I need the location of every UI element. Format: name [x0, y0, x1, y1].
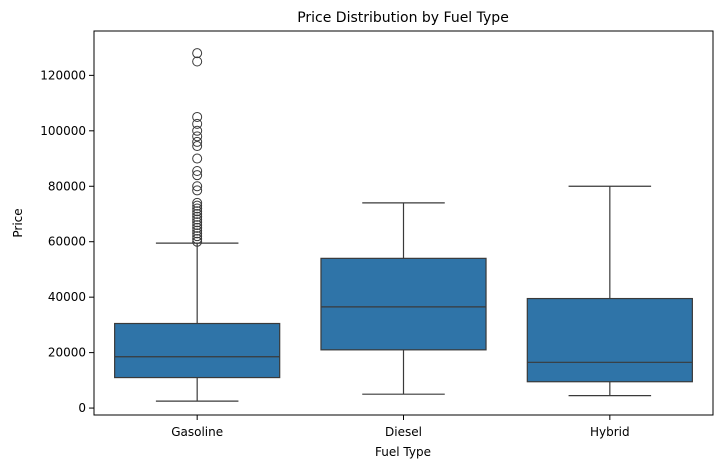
- outlier-point: [192, 185, 203, 196]
- plot-area: [114, 48, 693, 402]
- outlier-point: [192, 141, 203, 152]
- outlier-point: [192, 214, 203, 225]
- y-tick-label: 0: [78, 401, 86, 415]
- x-axis: Gasoline Diesel Hybrid: [171, 415, 630, 439]
- outlier-point: [192, 211, 203, 222]
- outlier-point: [192, 228, 203, 239]
- box: [320, 257, 487, 351]
- x-tick-label: Diesel: [385, 425, 422, 439]
- x-tick-label: Hybrid: [590, 425, 630, 439]
- outlier-point: [192, 111, 203, 122]
- outlier-point: [192, 225, 203, 236]
- box-group-hybrid: [526, 185, 693, 397]
- outlier-point: [192, 217, 203, 228]
- outlier-point: [192, 56, 203, 67]
- outlier-point: [192, 231, 203, 242]
- chart-title: Price Distribution by Fuel Type: [297, 10, 509, 26]
- y-tick-label: 20000: [48, 346, 86, 360]
- outlier-point: [192, 208, 203, 219]
- outlier-point: [192, 197, 203, 208]
- y-tick-label: 120000: [40, 68, 86, 82]
- outlier-point: [192, 48, 203, 59]
- outlier-point: [192, 170, 203, 181]
- x-axis-label: Fuel Type: [375, 445, 431, 459]
- box-group-gasoline: [114, 48, 281, 402]
- outlier-point: [192, 236, 203, 247]
- outlier-point: [192, 206, 203, 217]
- outlier-point: [192, 233, 203, 244]
- outlier-point: [192, 181, 203, 192]
- outlier-point: [192, 200, 203, 211]
- box-group-diesel: [320, 202, 487, 395]
- box: [526, 297, 693, 383]
- y-tick-label: 100000: [40, 124, 86, 138]
- outlier-point: [192, 166, 203, 177]
- outlier-point: [192, 203, 203, 214]
- y-axis: 0 20000 40000 60000 80000 100000 120000: [40, 68, 94, 415]
- outlier-point: [192, 131, 203, 142]
- y-tick-label: 40000: [48, 290, 86, 304]
- outlier-point: [192, 118, 203, 129]
- y-tick-label: 60000: [48, 235, 86, 249]
- outlier-point: [192, 153, 203, 164]
- box: [114, 322, 281, 379]
- outlier-point: [192, 136, 203, 147]
- x-tick-label: Gasoline: [171, 425, 223, 439]
- outlier-point: [192, 220, 203, 231]
- outlier-point: [192, 125, 203, 136]
- y-tick-label: 80000: [48, 179, 86, 193]
- outlier-point: [192, 222, 203, 233]
- y-axis-label: Price: [11, 208, 25, 237]
